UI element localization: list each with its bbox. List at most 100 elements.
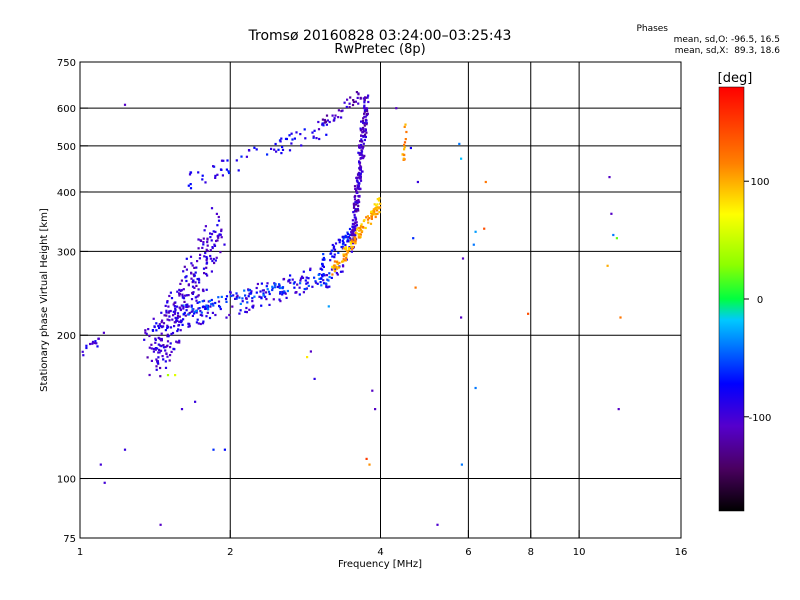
trace-point — [358, 162, 361, 165]
trace-point — [331, 265, 334, 268]
trace-point — [321, 268, 324, 271]
trace-point — [359, 168, 362, 171]
trace-point — [200, 311, 203, 314]
trace-point — [279, 140, 282, 143]
trace-point — [358, 152, 361, 155]
trace-point — [285, 296, 288, 299]
trace-point — [313, 276, 316, 279]
trace-point — [287, 280, 290, 283]
x-tick-label: 6 — [465, 547, 471, 558]
trace-point — [313, 129, 316, 132]
trace-point — [342, 241, 345, 244]
trace-point — [401, 153, 404, 156]
trace-point — [319, 267, 322, 270]
trace-point — [166, 333, 169, 336]
trace-point — [154, 338, 157, 341]
trace-point — [371, 213, 374, 216]
trace-point — [175, 318, 178, 321]
trace-point — [182, 270, 185, 273]
trace-point — [159, 344, 162, 347]
trace-point — [157, 343, 160, 346]
trace-point — [209, 232, 212, 235]
trace-point — [349, 240, 352, 243]
trace-point — [197, 288, 200, 291]
trace-point — [173, 321, 176, 324]
y-tick-label: 400 — [57, 188, 76, 199]
trace-point — [218, 233, 221, 236]
trace-point — [164, 304, 167, 307]
trace-point — [344, 259, 347, 262]
trace-point — [403, 125, 406, 128]
trace-point — [181, 293, 184, 296]
trace-point — [316, 282, 319, 285]
trace-point — [329, 259, 332, 262]
trace-point — [253, 146, 256, 149]
scatter-point — [615, 237, 618, 240]
trace-point — [331, 114, 334, 117]
trace-point — [333, 119, 336, 122]
trace-point — [374, 215, 377, 219]
trace-point — [363, 124, 366, 127]
trace-point — [321, 258, 324, 261]
scatter-point — [212, 448, 215, 451]
trace-point — [204, 181, 207, 184]
scatter-point — [371, 389, 374, 392]
trace-point — [342, 237, 345, 240]
trace-point — [367, 221, 370, 224]
trace-point — [347, 233, 350, 236]
trace-point — [241, 300, 244, 303]
trace-point — [332, 245, 336, 248]
trace-point — [351, 234, 354, 237]
trace-point — [360, 138, 363, 141]
trace-point — [152, 317, 155, 320]
trace-point — [218, 306, 222, 309]
scatter-point — [374, 408, 377, 411]
trace-point — [328, 120, 331, 124]
trace-point — [160, 345, 163, 348]
trace-point — [357, 233, 360, 236]
trace-point — [165, 314, 168, 317]
trace-point — [346, 231, 349, 234]
trace-point — [293, 137, 296, 140]
trace-point — [293, 286, 296, 289]
trace-point — [337, 109, 340, 112]
trace-point — [152, 350, 155, 353]
trace-point — [322, 256, 325, 260]
trace-point — [353, 233, 356, 236]
trace-point — [192, 280, 195, 283]
x-tick-label: 16 — [675, 547, 688, 558]
trace-point — [192, 291, 195, 294]
trace-point — [239, 302, 242, 305]
trace-point — [344, 243, 347, 247]
trace-point — [163, 314, 166, 317]
trace-point — [173, 305, 176, 308]
trace-point — [195, 284, 198, 287]
trace-point — [213, 261, 216, 265]
trace-point — [212, 165, 215, 168]
trace-point — [305, 276, 308, 279]
trace-point — [366, 215, 369, 218]
trace-point — [180, 304, 183, 307]
trace-point — [357, 234, 360, 237]
trace-point — [363, 115, 366, 118]
trace-point — [332, 247, 335, 250]
trace-point — [220, 236, 223, 239]
trace-point — [279, 291, 282, 294]
trace-point — [359, 127, 362, 130]
trace-point — [365, 113, 368, 116]
trace-point — [198, 307, 201, 310]
trace-point — [204, 251, 207, 255]
trace-point — [298, 293, 301, 296]
trace-point — [403, 143, 406, 146]
trace-point — [177, 328, 180, 331]
trace-point — [210, 207, 214, 210]
trace-point — [159, 375, 162, 378]
trace-point — [321, 262, 324, 265]
trace-point — [187, 325, 190, 328]
trace-point — [168, 315, 171, 318]
trace-point — [195, 309, 198, 312]
trace-point — [174, 316, 177, 319]
trace-point — [197, 238, 200, 241]
trace-point — [144, 331, 147, 334]
trace-point — [362, 142, 365, 145]
